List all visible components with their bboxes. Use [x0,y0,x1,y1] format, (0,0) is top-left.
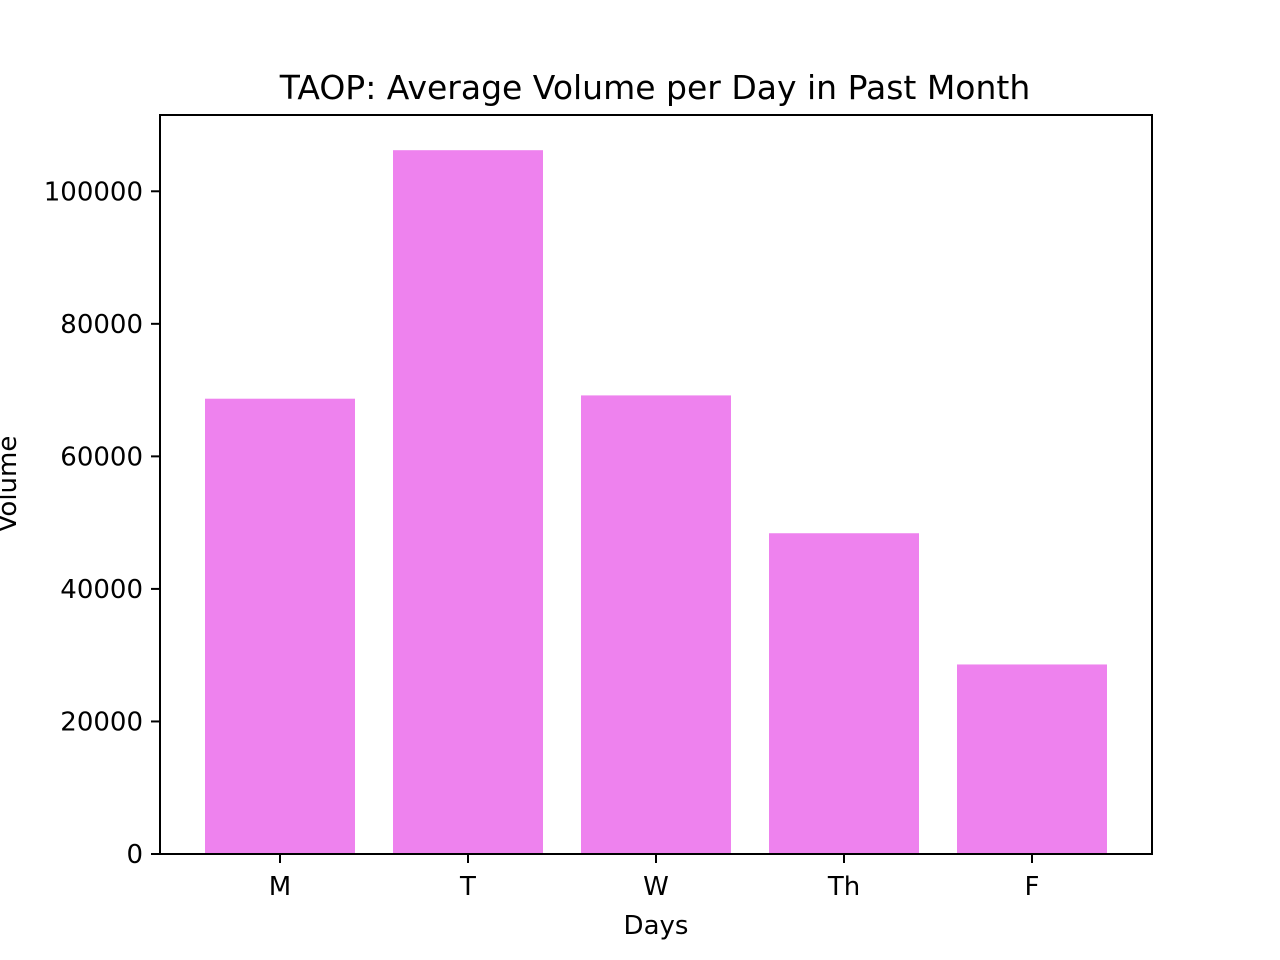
y-tick-label: 40000 [60,575,143,605]
x-axis-label: Days [624,911,689,941]
y-tick-label: 20000 [60,707,143,737]
x-tick-label: Th [827,872,860,902]
x-tick-label: T [459,872,476,902]
bar-th [769,533,919,854]
chart-title: TAOP: Average Volume per Day in Past Mon… [279,68,1031,107]
y-tick-label: 0 [126,840,143,870]
bars-group [205,150,1107,854]
x-axis-ticks: M T W Th F [269,854,1040,902]
x-tick-label: W [643,872,669,902]
x-tick-label: M [269,872,291,902]
bar-f [957,664,1107,854]
y-tick-label: 80000 [60,310,143,340]
y-axis-label: Volume [0,436,23,533]
bar-w [581,395,731,854]
bar-t [393,150,543,854]
y-tick-label: 100000 [44,177,143,207]
x-tick-label: F [1025,872,1040,902]
y-tick-label: 60000 [60,442,143,472]
y-axis-ticks: 0 20000 40000 60000 80000 100000 [44,177,160,870]
bar-m [205,398,355,854]
plot-frame [159,114,1153,855]
